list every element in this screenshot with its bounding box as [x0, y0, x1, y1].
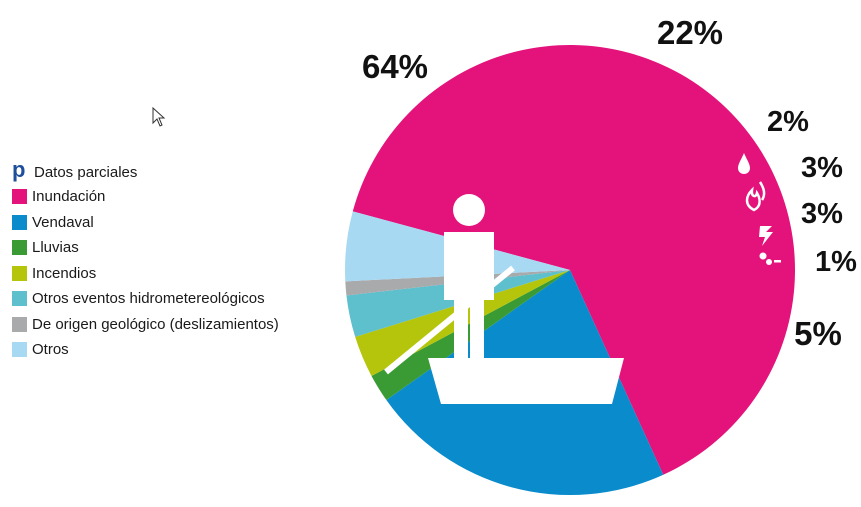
person-on-raft-icon — [384, 194, 624, 404]
value-labels: 64% 22% 2% 3% 3% 1% 5% — [362, 14, 857, 352]
legend-swatch — [12, 291, 27, 307]
value-label-6: 1% — [815, 246, 857, 278]
value-label-5: 3% — [801, 198, 843, 230]
legend-swatch — [12, 316, 27, 332]
legend-label: Incendios — [32, 264, 97, 282]
raindrop-icon — [738, 153, 750, 174]
legend-item: Otros — [12, 337, 279, 363]
flame-icon — [745, 181, 766, 212]
value-label-4: 3% — [801, 152, 843, 184]
legend-swatch — [12, 342, 27, 358]
value-label-1: 64% — [362, 48, 428, 85]
legend-item: Incendios — [12, 261, 279, 287]
legend-item: Vendaval — [12, 210, 279, 236]
rocks-icon — [759, 252, 781, 265]
value-label-2: 22% — [657, 14, 723, 51]
legend-swatch — [12, 265, 27, 281]
legend-item: De origen geológico (deslizamientos) — [12, 312, 279, 338]
pie-slices — [345, 44, 796, 496]
legend-note: p Datos parciales — [12, 157, 279, 184]
pie-icons — [384, 153, 781, 404]
pie-slice-1 — [352, 44, 796, 475]
value-label-3: 2% — [767, 106, 809, 138]
legend-note-text: Datos parciales — [34, 163, 138, 181]
legend-label: Inundación — [32, 188, 106, 206]
legend-swatch — [12, 214, 27, 230]
lightning-icon — [759, 226, 773, 246]
legend-label: Otros eventos hidrometereológicos — [32, 290, 265, 308]
legend-item: Otros eventos hidrometereológicos — [12, 286, 279, 312]
legend-item: Inundación — [12, 184, 279, 210]
legend-label: Otros — [32, 341, 69, 359]
legend-swatch — [12, 189, 27, 205]
mouse-pointer-icon — [152, 107, 166, 127]
legend-label: Lluvias — [32, 239, 79, 257]
legend-label: De origen geológico (deslizamientos) — [32, 315, 279, 333]
legend-item: Lluvias — [12, 235, 279, 261]
partial-data-marker: p — [12, 157, 26, 182]
value-label-7: 5% — [794, 315, 842, 352]
legend-items: Inundación Vendaval Lluvias Incendios Otros … — [12, 184, 279, 363]
legend-swatch — [12, 240, 27, 256]
legend-label: Vendaval — [32, 213, 94, 231]
legend: p Datos parciales Inundación Vendaval Lluv… — [12, 157, 279, 363]
